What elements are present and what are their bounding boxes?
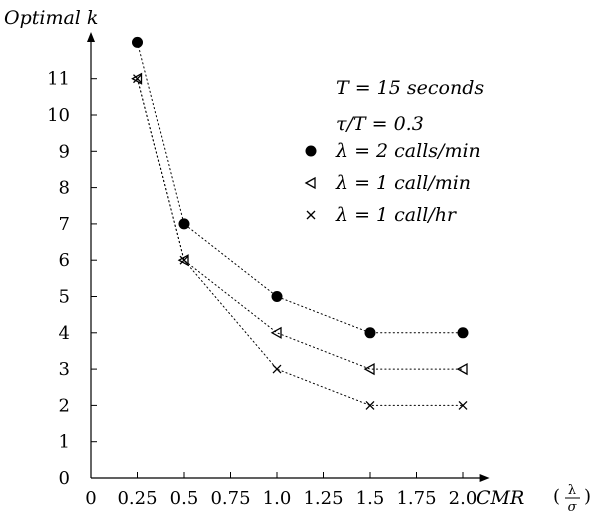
series-1-point: [178, 218, 190, 230]
annotation-1: T = 15 seconds: [336, 77, 484, 99]
series-2-point: [131, 72, 143, 85]
series-3-point-stroke-b: [179, 255, 189, 265]
x-tick-label: 1.75: [396, 488, 436, 509]
series-1-point: [271, 291, 283, 302]
annotation-2: τ/T = 0.3: [336, 113, 424, 135]
y-tick-label: 11: [47, 69, 70, 90]
y-tick-label: 1: [59, 432, 70, 453]
series-2-point: [363, 362, 375, 376]
legend: T = 15 seconds τ/T = 0.3 λ = 2 calls/min λ …: [304, 77, 484, 226]
x-tick-label: 1.5: [356, 488, 385, 509]
legend-marker-1: [305, 145, 317, 157]
x-tick-label: 0.25: [117, 488, 157, 509]
y-tick-label: 5: [59, 287, 70, 308]
x-axis-title-paren-left: (: [553, 486, 560, 507]
legend-label-1: λ = 2 calls/min: [335, 140, 481, 162]
x-tick-label: 0.75: [210, 488, 250, 509]
y-tick-label: 6: [59, 250, 70, 271]
x-axis-title-paren-right: ): [584, 486, 591, 507]
x-axis-title-numerator: λ: [568, 483, 576, 498]
y-tick-label: 0: [59, 468, 70, 489]
series-3-point: [365, 400, 375, 410]
y-tick-label: 2: [59, 395, 70, 416]
y-tick-label: 9: [59, 141, 70, 162]
y-tick-label: 4: [59, 323, 70, 344]
axes: 0 0.25 0.5 0.75 1.0 1.25 1.5 1.75 2.0 0 1 2 3 4 5 6 7 8 9 1…: [47, 32, 490, 509]
legend-label-3: λ = 1 call/hr: [335, 204, 458, 226]
series-3-point: [133, 74, 142, 84]
series-2-point: [177, 254, 189, 267]
x-tick-label: 1.25: [303, 488, 343, 509]
series-1-point: [457, 327, 469, 339]
series-3-point-stroke-b: [272, 364, 282, 374]
series-1-point: [364, 327, 376, 339]
series-3-point-stroke-b: [365, 400, 375, 410]
y-axis-arrow: [87, 32, 95, 42]
x-axis-title-denominator: σ: [568, 500, 578, 515]
series-markers: [131, 36, 469, 410]
y-tick-label: 8: [59, 178, 70, 199]
series-3-point-stroke-b: [133, 74, 142, 84]
series-2-point: [270, 326, 282, 339]
series-3-point: [179, 255, 189, 265]
legend-marker-3: [306, 210, 316, 220]
x-tick-label: 0: [85, 488, 96, 509]
series-2-point: [456, 362, 468, 376]
y-tick-label: 10: [47, 105, 70, 126]
series-3-point: [458, 400, 468, 410]
series-3-point-stroke-b: [458, 400, 468, 410]
legend-marker-2: [304, 176, 316, 190]
series-3-point: [272, 364, 282, 374]
x-axis-arrow: [479, 474, 490, 482]
legend-label-2: λ = 1 call/min: [335, 172, 471, 194]
x-axis-title-text: CMR: [476, 487, 524, 509]
y-tick-label: 3: [59, 359, 70, 380]
x-tick-label: 2.0: [449, 488, 478, 509]
y-axis-title: Optimal k: [4, 7, 98, 29]
x-axis-title: CMR ( λ σ ): [476, 483, 591, 515]
x-tick-label: 0.5: [170, 488, 199, 509]
x-tick-label: 1.0: [263, 488, 292, 509]
y-tick-label: 7: [59, 214, 70, 235]
legend-marker-3-stroke-b: [306, 210, 316, 220]
series-1-point: [132, 36, 143, 48]
